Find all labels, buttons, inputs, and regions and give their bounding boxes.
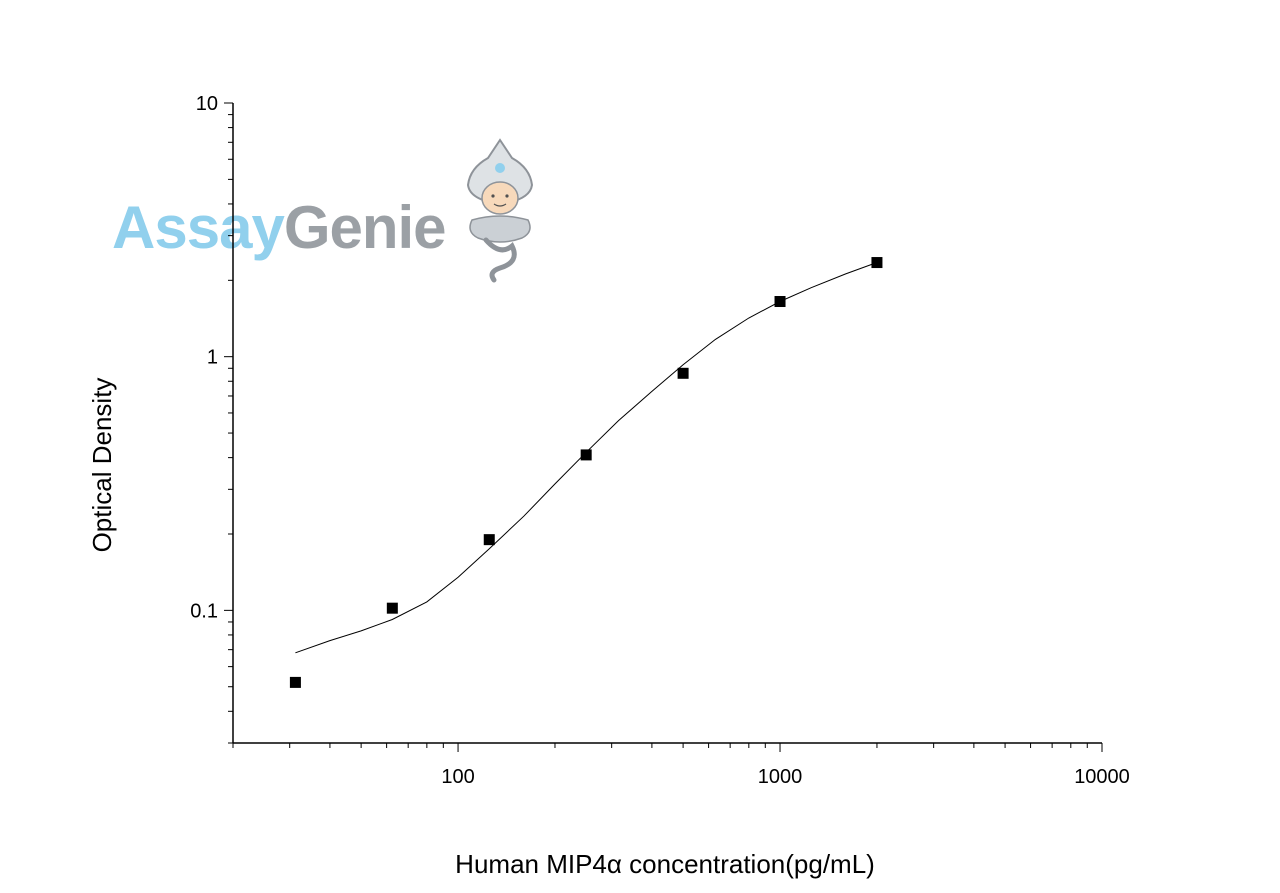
logo-text-assay: Assay bbox=[112, 194, 285, 261]
x-tick-label: 100 bbox=[441, 766, 474, 788]
axes bbox=[232, 103, 1102, 744]
x-axis-title: Human MIP4α concentration(pg/mL) bbox=[455, 849, 875, 879]
y-tick-label: 10 bbox=[196, 93, 218, 115]
svg-text:AssayGenie: AssayGenie bbox=[112, 194, 446, 261]
data-point bbox=[774, 296, 786, 308]
x-tick-label: 10000 bbox=[1074, 766, 1130, 788]
data-point bbox=[871, 257, 883, 269]
data-point bbox=[483, 534, 495, 546]
x-tick-label: 1000 bbox=[758, 766, 803, 788]
y-ticks: 0.1 1 10 bbox=[190, 93, 233, 744]
y-axis-title: Optical Density bbox=[87, 378, 117, 553]
assay-genie-logo: AssayGenie bbox=[112, 138, 534, 283]
data-point bbox=[386, 602, 398, 614]
logo-text-genie: Genie bbox=[284, 194, 446, 261]
data-point bbox=[289, 676, 301, 688]
data-point bbox=[677, 367, 689, 379]
data-points bbox=[289, 257, 883, 688]
y-tick-label: 0.1 bbox=[190, 600, 218, 622]
genie-mascot-icon bbox=[466, 138, 534, 283]
y-tick-label: 1 bbox=[207, 347, 218, 369]
x-ticks: 100 1000 10000 bbox=[232, 743, 1130, 788]
data-point bbox=[580, 449, 592, 461]
